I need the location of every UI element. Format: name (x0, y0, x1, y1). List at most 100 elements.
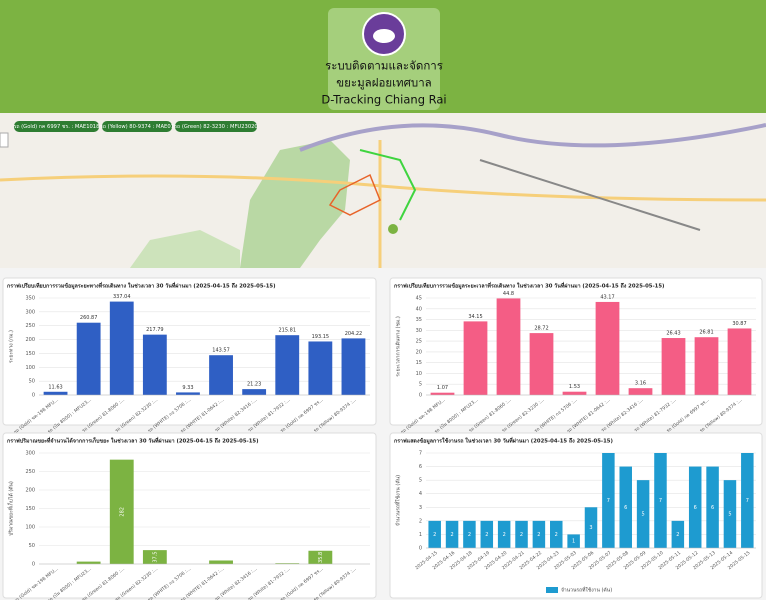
badge-label: รถ (Gold) กค 6997 ชร. : MAE1018 (14, 124, 100, 130)
y-tick-label: 20 (416, 349, 422, 355)
marker[interactable] (388, 224, 398, 234)
chart-title: กราฟแสดงข้อมูลการใช้งานรถ ในช่วงเวลา 30 … (394, 437, 613, 446)
y-tick-label: 6 (419, 464, 422, 470)
value-label: 43.17 (600, 294, 614, 300)
y-tick-label: 3 (419, 505, 422, 511)
y-tick-label: 200 (25, 488, 35, 494)
y-axis-label: ระยะเวลาการเดินทาง (ชม.) (395, 316, 402, 377)
y-tick-label: 350 (25, 296, 35, 302)
bar (496, 298, 521, 395)
value-label: 2 (537, 532, 540, 538)
y-tick-label: 0 (419, 393, 422, 399)
bar (142, 334, 167, 395)
y-axis-label: ระยะทาง (กม.) (9, 330, 15, 363)
value-label: 9.33 (182, 385, 193, 391)
value-label: 28.72 (534, 326, 548, 332)
bar (706, 466, 719, 548)
bar (529, 333, 554, 395)
chart-title: กราฟเปรียบเทียบการรวมข้อมูลระยะเวลาที่รถ… (394, 282, 664, 291)
zoom-control[interactable] (0, 132, 9, 148)
route (359, 149, 417, 221)
bar (109, 301, 134, 395)
bar (567, 534, 580, 548)
forest (240, 140, 350, 268)
value-label: 1.53 (569, 384, 580, 390)
bar (741, 453, 754, 548)
bar (636, 480, 650, 548)
value-label: 2 (503, 532, 506, 538)
value-label: 7 (607, 498, 610, 504)
y-tick-label: 150 (25, 351, 35, 357)
value-label: 35.8 (318, 552, 324, 563)
bar (602, 453, 615, 548)
y-tick-label: 2 (419, 518, 422, 524)
bar (275, 563, 300, 564)
y-tick-label: 15 (416, 360, 422, 366)
bar (480, 520, 494, 548)
value-label: 1.07 (437, 385, 448, 391)
value-label: 3 (589, 525, 592, 531)
bar (595, 301, 620, 395)
bar (562, 391, 587, 395)
value-label: 2 (676, 532, 679, 538)
value-label: 215.81 (279, 328, 297, 334)
bar (515, 520, 528, 548)
y-tick-label: 0 (419, 546, 422, 552)
value-label: 6 (624, 505, 627, 511)
y-tick-label: 50 (29, 543, 35, 549)
bar (654, 453, 667, 548)
y-tick-label: 0 (32, 393, 35, 399)
bar (584, 507, 598, 548)
bar (463, 520, 476, 548)
bar (341, 338, 366, 395)
y-tick-label: 50 (29, 379, 35, 385)
bar (428, 520, 441, 548)
bar (176, 392, 200, 395)
bar (628, 388, 653, 395)
value-label: 21.23 (247, 382, 261, 388)
bar (308, 341, 333, 395)
bar (76, 322, 101, 395)
y-tick-label: 200 (25, 337, 35, 343)
y-tick-label: 10 (416, 371, 422, 377)
value-label: 217.79 (146, 327, 164, 333)
bar (694, 337, 719, 395)
y-tick-label: 25 (416, 339, 422, 345)
value-label: 282 (119, 507, 125, 517)
route (328, 173, 381, 216)
bar (550, 520, 563, 548)
chart-panel (2, 432, 377, 599)
value-label: 337.04 (113, 294, 131, 300)
y-tick-label: 300 (25, 451, 35, 457)
value-label: 5 (728, 512, 731, 518)
y-tick-label: 40 (416, 306, 422, 312)
bar (723, 480, 737, 548)
value-label: 30.87 (732, 321, 746, 327)
badge[interactable] (14, 121, 99, 132)
bar (275, 335, 300, 395)
value-label: 1 (572, 539, 575, 545)
value-label: 2 (450, 532, 453, 538)
bar (532, 520, 546, 548)
bar (109, 459, 134, 564)
y-tick-label: 5 (419, 382, 422, 388)
badge[interactable] (175, 121, 257, 132)
value-label: 3.16 (635, 381, 646, 387)
bar (688, 466, 702, 548)
legend-swatch (546, 587, 558, 593)
chart-title: กราฟเปรียบเทียบการรวมข้อมูลระยะทางที่รถเ… (7, 282, 276, 291)
value-label: 37.5 (152, 551, 158, 562)
y-axis-label: ปริมาณขยะที่เก็บได้ (ตัน) (7, 481, 15, 536)
y-tick-label: 1 (419, 532, 422, 538)
value-label: 11.63 (48, 384, 62, 390)
bar (661, 338, 686, 395)
value-label: 143.57 (212, 348, 230, 354)
map[interactable]: รถ (Gold) กค 6997 ชร. : MAE1018 รถ (Yell… (0, 113, 766, 268)
y-tick-label: 0 (32, 562, 35, 568)
value-label: 44.8 (503, 291, 514, 297)
value-label: 6 (694, 505, 697, 511)
badge[interactable] (102, 121, 172, 132)
header-line: D-Tracking Chiang Rai (321, 93, 446, 107)
value-label: 2 (485, 532, 488, 538)
